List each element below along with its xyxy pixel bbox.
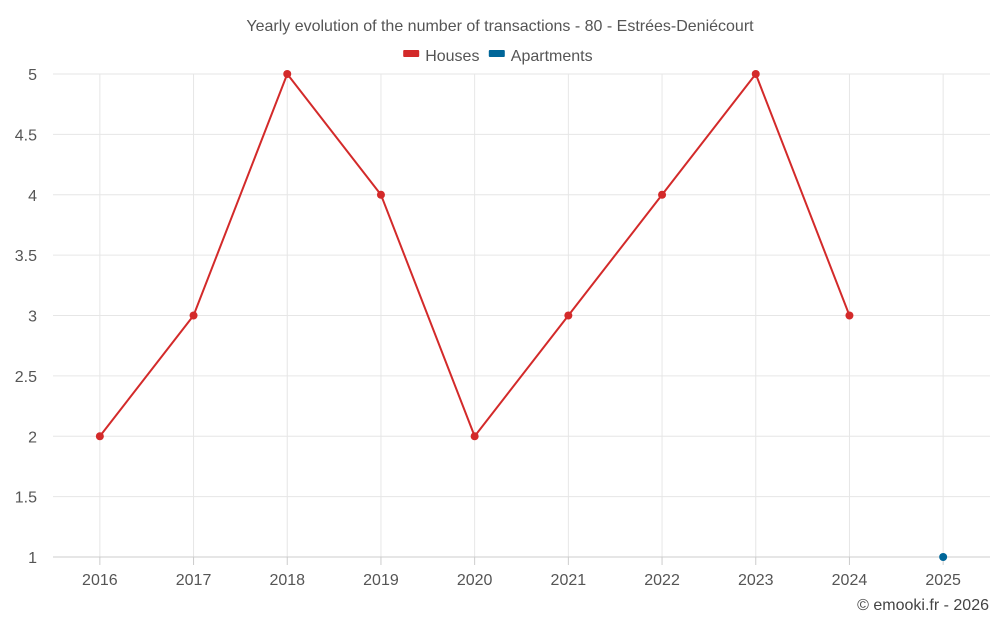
x-tick-label: 2021 [551,572,587,589]
y-tick-label: 3 [28,309,37,326]
x-tick-label: 2019 [363,572,399,589]
legend-item-apartments[interactable]: Apartments [488,48,593,65]
legend-swatch [488,50,505,57]
chart-title: Yearly evolution of the number of transa… [246,18,754,35]
y-tick-label: 4 [28,188,37,205]
y-axis: 1 1.5 2 2.5 3 3.5 4 4.5 5 [15,67,37,567]
data-point-houses-2016[interactable] [95,432,104,441]
x-tick-label: 2017 [176,572,212,589]
x-tick-label: 2022 [644,572,680,589]
y-tick-label: 5 [28,67,37,84]
x-tick-label: 2020 [457,572,493,589]
legend-swatch [403,50,420,57]
series-layer [95,70,948,561]
data-point-houses-2022[interactable] [658,190,667,199]
x-axis: 2016 2017 2018 2019 2020 2021 2022 2023 2024 2025 [53,556,990,589]
legend-label: Houses [425,48,479,65]
x-tick-label: 2023 [738,572,774,589]
data-point-houses-2023[interactable] [751,70,760,78]
legend-item-houses[interactable]: Houses [403,48,479,65]
x-tick-label: 2018 [269,572,305,589]
data-point-houses-2019[interactable] [376,190,385,199]
legend-label: Apartments [511,48,593,65]
y-tick-label: 3.5 [15,248,37,265]
legend: Houses Apartments [403,48,593,65]
y-tick-label: 1.5 [15,490,37,507]
data-point-houses-2024[interactable] [845,311,854,320]
y-tick-label: 1 [28,550,37,567]
data-point-houses-2020[interactable] [470,432,479,441]
y-tick-label: 2.5 [15,369,37,386]
data-point-houses-2017[interactable] [189,311,198,320]
credit-text: © emooki.fr - 2026 [857,597,989,614]
x-tick-label: 2016 [82,572,118,589]
data-point-houses-2018[interactable] [283,70,292,78]
x-tick-label: 2025 [925,572,961,589]
data-point-houses-2021[interactable] [564,311,573,320]
y-tick-label: 2 [28,429,37,446]
data-point-apartments-2025[interactable] [939,553,948,561]
y-tick-label: 4.5 [15,127,37,144]
x-tick-label: 2024 [832,572,868,589]
